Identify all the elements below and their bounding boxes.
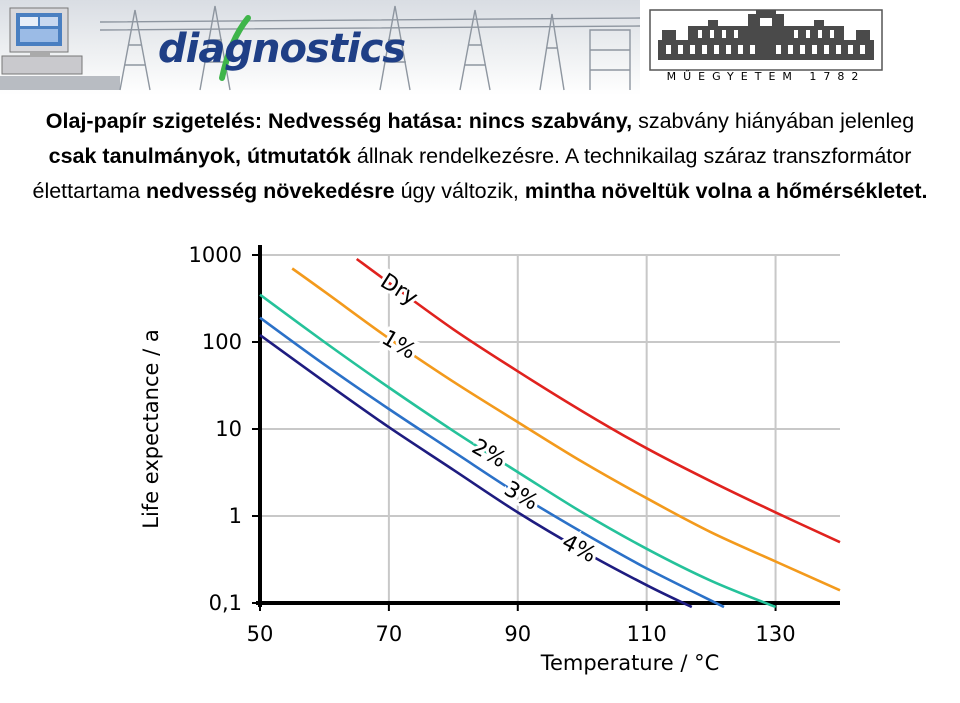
x-tick-label: 130	[756, 622, 796, 646]
chart-grid	[259, 254, 840, 604]
header: diagnostics MŰEGY	[0, 0, 960, 95]
paragraph-segment-4: állnak rendelkezésre. A technikailag szá…	[32, 144, 912, 203]
paragraph-segment-3: csak tanulmányok, útmutatók	[48, 144, 351, 168]
y-axis-title: Life expectance / a	[139, 329, 163, 528]
series-line	[259, 334, 693, 609]
x-tick-label: 50	[247, 622, 274, 646]
paragraph-segment-6: úgy változik,	[394, 179, 525, 203]
header-banner: diagnostics	[0, 0, 640, 95]
paragraph-segment-5: nedvesség növekedésre	[146, 179, 395, 203]
company-logo-text: diagnostics	[158, 26, 406, 72]
university-building-logo	[649, 9, 883, 71]
x-tick-label: 110	[627, 622, 667, 646]
substation-image	[0, 5, 640, 91]
series-line	[355, 257, 841, 544]
university-name: MŰEGYETEM 1782	[666, 70, 866, 83]
chart-series	[259, 257, 841, 609]
description-paragraph: Olaj-papír szigetelés: Nedvesség hatása:…	[20, 104, 940, 209]
x-tick-label: 90	[504, 622, 531, 646]
paragraph-segment-1: Olaj-papír szigetelés: Nedvesség hatása:…	[45, 109, 633, 133]
y-tick-label: 1	[229, 504, 242, 528]
y-tick-label: 10	[215, 417, 242, 441]
paragraph-segment-2: szabvány hiányában jelenleg	[632, 109, 915, 133]
paragraph-segment-7: mintha növeltük volna a hőmérsékletet.	[524, 179, 928, 203]
x-tick-label: 70	[376, 622, 403, 646]
y-tick-label: 0,1	[209, 591, 242, 615]
y-tick-label: 100	[202, 330, 242, 354]
series-line	[259, 293, 777, 609]
x-axis-title: Temperature / °C	[540, 651, 720, 675]
series-line	[259, 316, 725, 609]
series-line	[291, 267, 841, 592]
y-tick-label: 1000	[189, 243, 242, 267]
